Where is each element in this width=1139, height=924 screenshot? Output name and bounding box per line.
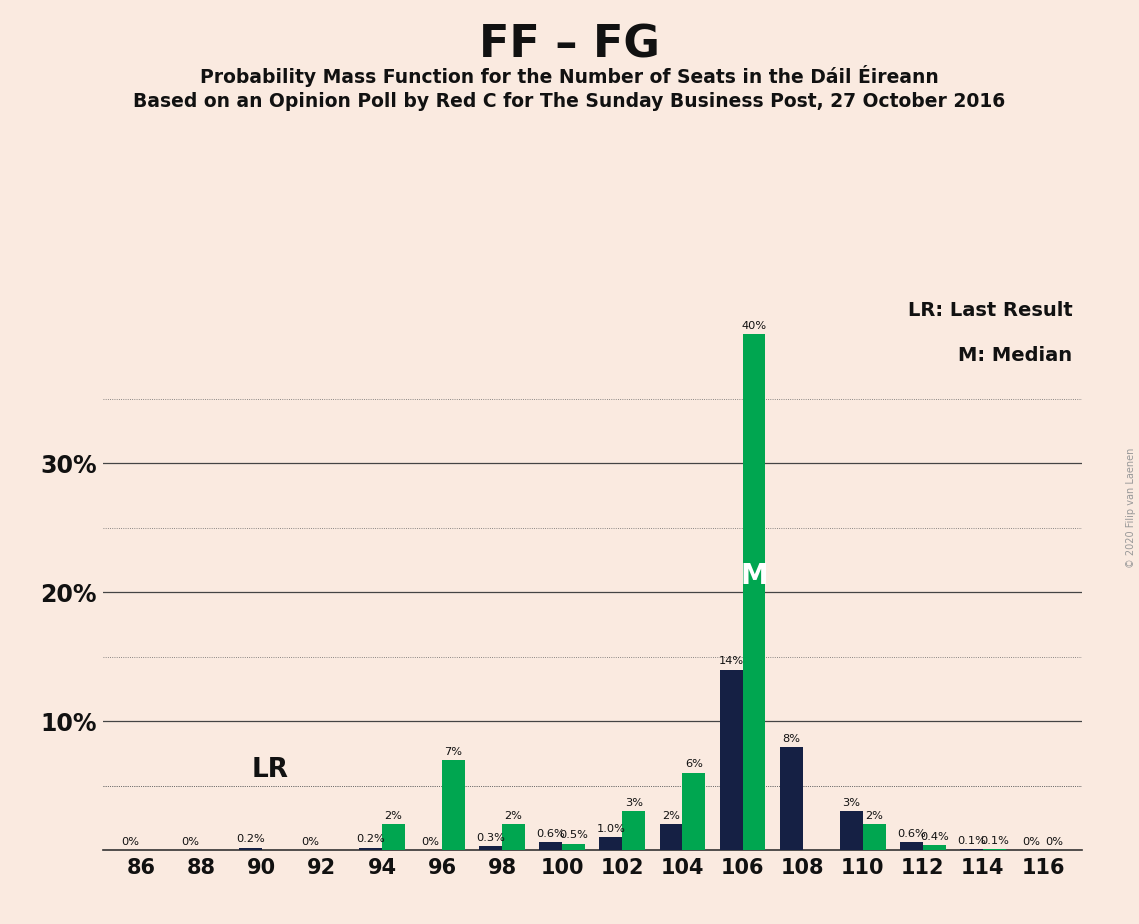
Text: 8%: 8% xyxy=(782,734,801,744)
Bar xyxy=(960,849,983,850)
Text: 1.0%: 1.0% xyxy=(597,824,625,834)
Text: 14%: 14% xyxy=(719,656,744,666)
Bar xyxy=(983,849,1006,850)
Bar xyxy=(839,811,862,850)
Text: LR: Last Result: LR: Last Result xyxy=(908,301,1072,321)
Text: 3%: 3% xyxy=(842,798,860,808)
Text: 0.4%: 0.4% xyxy=(920,832,949,842)
Text: 2%: 2% xyxy=(385,811,402,821)
Text: 3%: 3% xyxy=(625,798,642,808)
Text: M: M xyxy=(740,562,768,590)
Text: 0%: 0% xyxy=(302,837,319,847)
Text: Probability Mass Function for the Number of Seats in the Dáil Éireann: Probability Mass Function for the Number… xyxy=(200,65,939,87)
Text: 2%: 2% xyxy=(662,811,680,821)
Bar xyxy=(720,670,743,850)
Text: 0.5%: 0.5% xyxy=(559,831,588,841)
Text: 0.6%: 0.6% xyxy=(898,829,926,839)
Text: 0%: 0% xyxy=(1023,837,1041,847)
Text: 0.2%: 0.2% xyxy=(236,834,264,845)
Text: 0.3%: 0.3% xyxy=(476,833,506,843)
Text: 0.1%: 0.1% xyxy=(957,835,986,845)
Text: 0%: 0% xyxy=(181,837,199,847)
Text: 2%: 2% xyxy=(505,811,523,821)
Bar xyxy=(622,811,645,850)
Bar xyxy=(359,847,382,850)
Bar xyxy=(900,843,923,850)
Bar xyxy=(540,843,563,850)
Bar xyxy=(599,837,622,850)
Bar xyxy=(682,772,705,850)
Text: 2%: 2% xyxy=(866,811,883,821)
Text: M: Median: M: Median xyxy=(958,346,1072,365)
Bar xyxy=(563,844,585,850)
Text: LR: LR xyxy=(252,757,289,783)
Bar xyxy=(659,824,682,850)
Text: 0.6%: 0.6% xyxy=(536,829,565,839)
Text: 0%: 0% xyxy=(421,837,440,847)
Bar xyxy=(743,334,765,850)
Text: 0%: 0% xyxy=(1046,837,1064,847)
Text: 7%: 7% xyxy=(444,747,462,757)
Bar xyxy=(480,846,502,850)
Text: 0.2%: 0.2% xyxy=(357,834,385,845)
Text: Based on an Opinion Poll by Red C for The Sunday Business Post, 27 October 2016: Based on an Opinion Poll by Red C for Th… xyxy=(133,92,1006,112)
Text: FF – FG: FF – FG xyxy=(480,23,659,67)
Bar xyxy=(862,824,885,850)
Text: 6%: 6% xyxy=(685,760,703,770)
Bar xyxy=(382,824,404,850)
Text: © 2020 Filip van Laenen: © 2020 Filip van Laenen xyxy=(1126,448,1136,568)
Bar xyxy=(923,845,945,850)
Text: 0%: 0% xyxy=(121,837,139,847)
Bar xyxy=(780,747,803,850)
Bar xyxy=(239,847,262,850)
Bar xyxy=(442,760,465,850)
Text: 40%: 40% xyxy=(741,322,767,331)
Bar xyxy=(502,824,525,850)
Text: 0.1%: 0.1% xyxy=(980,835,1009,845)
